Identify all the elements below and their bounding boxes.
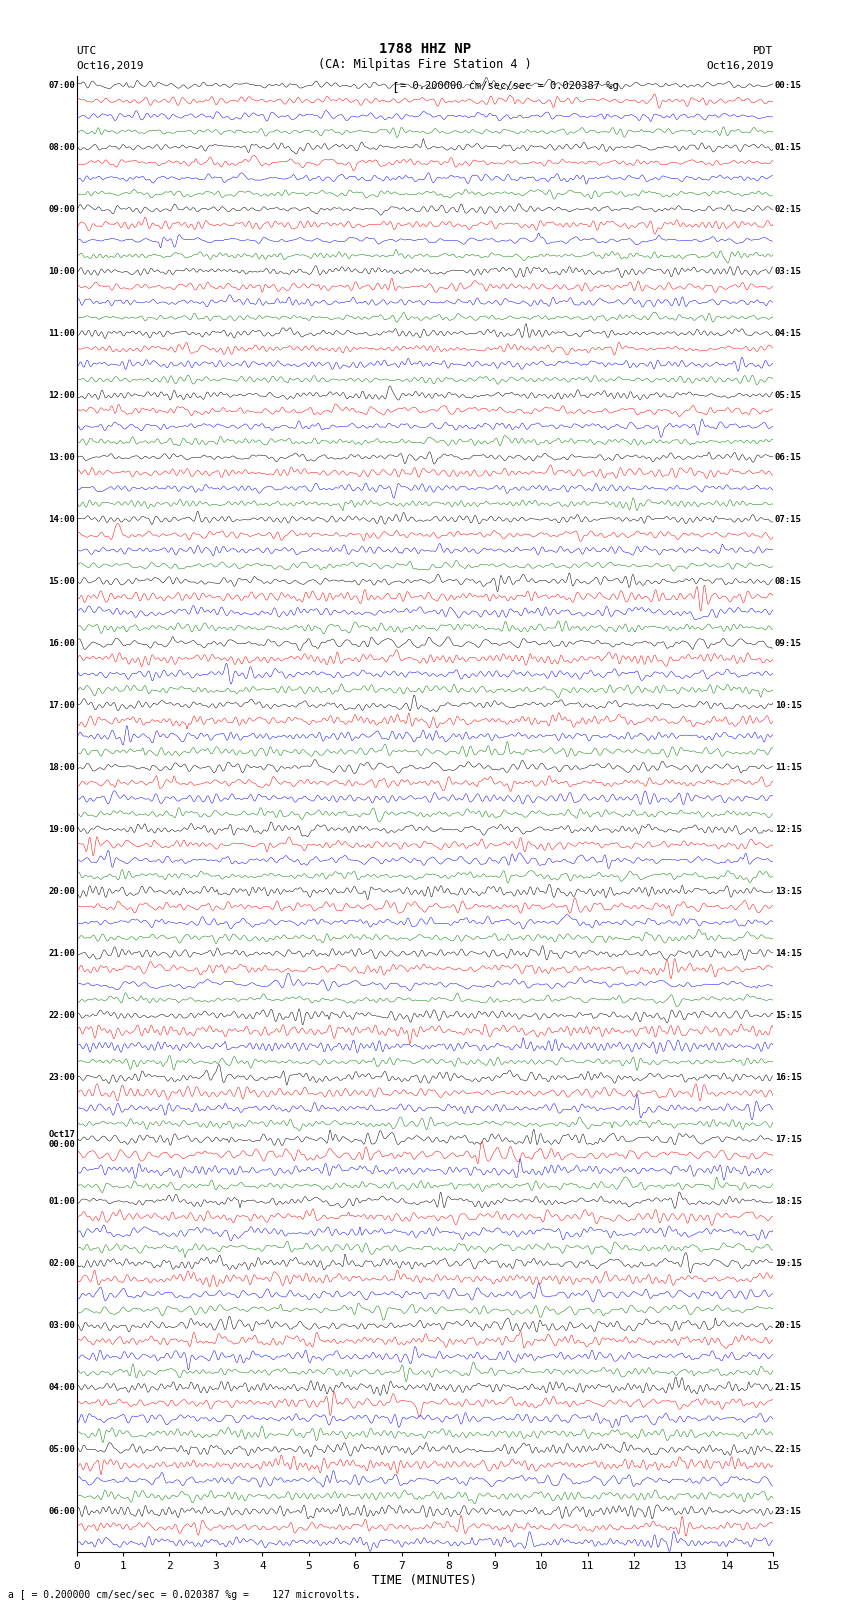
Text: 14:15: 14:15 xyxy=(775,948,802,958)
Text: 21:15: 21:15 xyxy=(775,1382,802,1392)
Text: 23:15: 23:15 xyxy=(775,1507,802,1516)
Text: 07:00: 07:00 xyxy=(48,81,75,90)
Text: Oct16,2019: Oct16,2019 xyxy=(706,61,774,71)
Text: 08:00: 08:00 xyxy=(48,142,75,152)
Text: 05:00: 05:00 xyxy=(48,1445,75,1453)
Text: 06:15: 06:15 xyxy=(775,453,802,461)
Text: 10:00: 10:00 xyxy=(48,266,75,276)
Text: 18:00: 18:00 xyxy=(48,763,75,771)
Text: (CA: Milpitas Fire Station 4 ): (CA: Milpitas Fire Station 4 ) xyxy=(318,58,532,71)
Text: 11:15: 11:15 xyxy=(775,763,802,771)
Text: 22:00: 22:00 xyxy=(48,1011,75,1019)
Text: 12:00: 12:00 xyxy=(48,390,75,400)
Text: 17:15: 17:15 xyxy=(775,1136,802,1144)
Text: 01:00: 01:00 xyxy=(48,1197,75,1207)
Text: PDT: PDT xyxy=(753,47,774,56)
Text: 16:15: 16:15 xyxy=(775,1073,802,1082)
X-axis label: TIME (MINUTES): TIME (MINUTES) xyxy=(372,1574,478,1587)
Text: 18:15: 18:15 xyxy=(775,1197,802,1207)
Text: a [ = 0.200000 cm/sec/sec = 0.020387 %g =    127 microvolts.: a [ = 0.200000 cm/sec/sec = 0.020387 %g … xyxy=(8,1590,361,1600)
Text: 19:15: 19:15 xyxy=(775,1258,802,1268)
Text: 14:00: 14:00 xyxy=(48,515,75,524)
Text: [: [ xyxy=(391,81,399,94)
Text: 23:00: 23:00 xyxy=(48,1073,75,1082)
Text: Oct16,2019: Oct16,2019 xyxy=(76,61,144,71)
Text: 05:15: 05:15 xyxy=(775,390,802,400)
Text: 15:15: 15:15 xyxy=(775,1011,802,1019)
Text: 12:15: 12:15 xyxy=(775,824,802,834)
Text: 07:15: 07:15 xyxy=(775,515,802,524)
Text: 15:00: 15:00 xyxy=(48,577,75,586)
Text: 13:00: 13:00 xyxy=(48,453,75,461)
Text: 1788 HHZ NP: 1788 HHZ NP xyxy=(379,42,471,56)
Text: 20:00: 20:00 xyxy=(48,887,75,895)
Text: 20:15: 20:15 xyxy=(775,1321,802,1329)
Text: 16:00: 16:00 xyxy=(48,639,75,648)
Text: 09:00: 09:00 xyxy=(48,205,75,213)
Text: = 0.200000 cm/sec/sec = 0.020387 %g: = 0.200000 cm/sec/sec = 0.020387 %g xyxy=(400,81,618,90)
Text: 10:15: 10:15 xyxy=(775,700,802,710)
Text: Oct17
00:00: Oct17 00:00 xyxy=(48,1129,75,1148)
Text: 02:15: 02:15 xyxy=(775,205,802,213)
Text: 13:15: 13:15 xyxy=(775,887,802,895)
Text: 01:15: 01:15 xyxy=(775,142,802,152)
Text: 06:00: 06:00 xyxy=(48,1507,75,1516)
Text: 19:00: 19:00 xyxy=(48,824,75,834)
Text: 11:00: 11:00 xyxy=(48,329,75,337)
Text: 00:15: 00:15 xyxy=(775,81,802,90)
Text: 17:00: 17:00 xyxy=(48,700,75,710)
Text: 03:00: 03:00 xyxy=(48,1321,75,1329)
Text: 02:00: 02:00 xyxy=(48,1258,75,1268)
Text: 03:15: 03:15 xyxy=(775,266,802,276)
Text: 08:15: 08:15 xyxy=(775,577,802,586)
Text: UTC: UTC xyxy=(76,47,97,56)
Text: 09:15: 09:15 xyxy=(775,639,802,648)
Text: 21:00: 21:00 xyxy=(48,948,75,958)
Text: 04:15: 04:15 xyxy=(775,329,802,337)
Text: 04:00: 04:00 xyxy=(48,1382,75,1392)
Text: 22:15: 22:15 xyxy=(775,1445,802,1453)
